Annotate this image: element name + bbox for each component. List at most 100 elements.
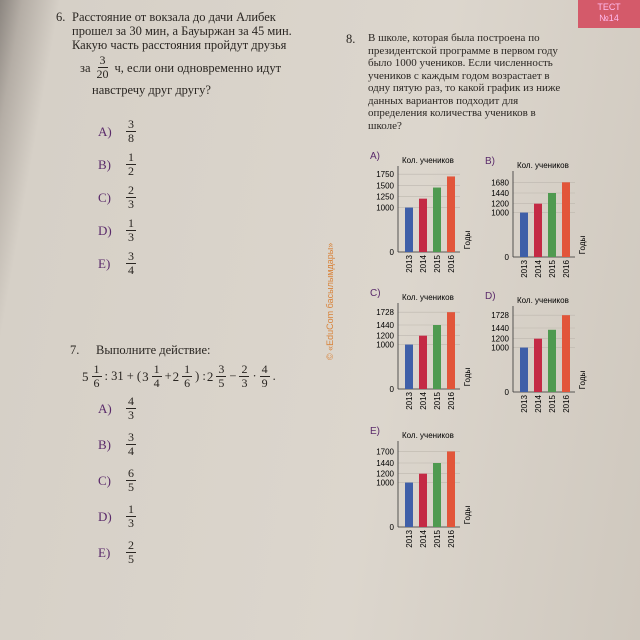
x-axis-title: Годы (578, 371, 587, 390)
chart: A) Кол. учеников 0 1000 1250 1500 1750 2013 2014… (370, 151, 472, 273)
x-tick-label: 2015 (433, 529, 442, 547)
tab-title: ТЕСТ (597, 2, 621, 12)
x-tick-label: 2013 (405, 529, 414, 547)
problem-text: прошел за 30 мин, а Бауыржан за 45 мин. (72, 24, 292, 38)
bar (534, 203, 542, 257)
x-tick-label: 2016 (447, 254, 456, 272)
problem-text: за 3 20 ч, если они одновременно идут (80, 54, 332, 81)
text: за (80, 60, 91, 75)
option-letter: D) (98, 508, 112, 524)
whole-part: 2 (206, 368, 214, 384)
problem-text: школе? (368, 119, 402, 132)
option-letter: A) (98, 400, 112, 416)
y-axis-title: Кол. учеников (402, 156, 454, 165)
bar (520, 212, 528, 257)
y-tick-label: 1000 (376, 479, 394, 488)
chart-label: B) (485, 156, 495, 167)
problem-8: 8. В школе, которая была построена по през… (346, 32, 606, 132)
bar (419, 198, 427, 252)
y-tick-label: 1440 (376, 459, 394, 468)
y-tick-label: 0 (390, 248, 395, 257)
fraction: 3 20 (97, 54, 109, 81)
bar (405, 482, 413, 527)
denominator: 8 (128, 131, 134, 145)
answer-option: C) 2 3 (98, 184, 138, 211)
answer-option: A) 3 8 (98, 118, 138, 145)
y-tick-label: 1200 (491, 200, 509, 209)
bar (405, 344, 413, 389)
y-axis-title: Кол. учеников (517, 161, 569, 170)
option-letter: E) (98, 544, 111, 560)
problem-text: навстречу друг другу? (92, 83, 211, 97)
problem-text: было 1000 учеников. Если численность (368, 57, 553, 69)
x-tick-label: 2016 (562, 259, 571, 277)
x-axis-title: Годы (463, 368, 472, 387)
bar (419, 335, 427, 389)
x-tick-label: 2014 (534, 259, 543, 277)
y-tick-label: 1000 (376, 204, 394, 213)
y-tick-label: 1728 (491, 311, 509, 320)
option-letter: C) (98, 472, 111, 488)
denominator: 6 (93, 376, 100, 390)
x-axis-title: Годы (578, 236, 587, 255)
numerator: 3 (97, 53, 108, 68)
y-tick-label: 1200 (491, 335, 509, 344)
numerator: 1 (151, 362, 162, 377)
y-tick-label: 1200 (376, 470, 394, 479)
chart-label: C) (370, 288, 381, 299)
problem-text: учеников с каждым годом возрастает в (368, 69, 550, 82)
y-tick-label: 1000 (376, 341, 394, 350)
denominator: 3 (128, 197, 134, 211)
option-letter: D) (98, 222, 112, 238)
y-tick-label: 1440 (491, 189, 509, 198)
x-tick-label: 2015 (548, 394, 557, 412)
numerator: 3 (126, 430, 136, 445)
problem-6: 6. Расстояние от вокзала до дачи Алибек пр… (56, 10, 332, 277)
bar (447, 312, 455, 389)
problem-number: 7. (70, 343, 80, 357)
bar (419, 473, 427, 527)
denominator: 4 (128, 444, 134, 458)
problem-text: президентской программе в первом году (368, 44, 558, 57)
y-tick-label: 0 (505, 388, 510, 397)
numerator: 3 (126, 117, 136, 132)
y-tick-label: 1728 (376, 308, 394, 317)
denominator: 9 (261, 376, 268, 390)
denominator: 6 (184, 376, 191, 390)
y-tick-label: 1500 (376, 181, 394, 190)
bar (548, 329, 556, 392)
bar (447, 451, 455, 527)
numerator: 4 (126, 394, 136, 409)
chart-label: D) (485, 291, 496, 302)
x-tick-label: 2014 (419, 529, 428, 547)
problem-text: В школе, которая была построена по (368, 32, 540, 44)
option-letter: B) (98, 436, 111, 452)
whole-part: 3 (142, 368, 149, 384)
x-tick-label: 2015 (548, 259, 557, 277)
numerator: 4 (259, 362, 270, 377)
text: ч, если они одновременно идут (114, 60, 282, 75)
bar (520, 347, 528, 392)
y-tick-label: 0 (390, 523, 395, 532)
y-axis-title: Кол. учеников (402, 293, 454, 302)
denominator: 4 (128, 263, 134, 277)
bar (548, 193, 556, 257)
option-letter: B) (98, 156, 111, 172)
x-tick-label: 2016 (447, 529, 456, 547)
problem-text: Расстояние от вокзала до дачи Алибек (72, 10, 276, 24)
problem-text: определения количества учеников в (368, 107, 536, 119)
numerator: 1 (126, 150, 136, 165)
x-tick-label: 2013 (405, 391, 414, 409)
option-letter: A) (98, 123, 112, 139)
